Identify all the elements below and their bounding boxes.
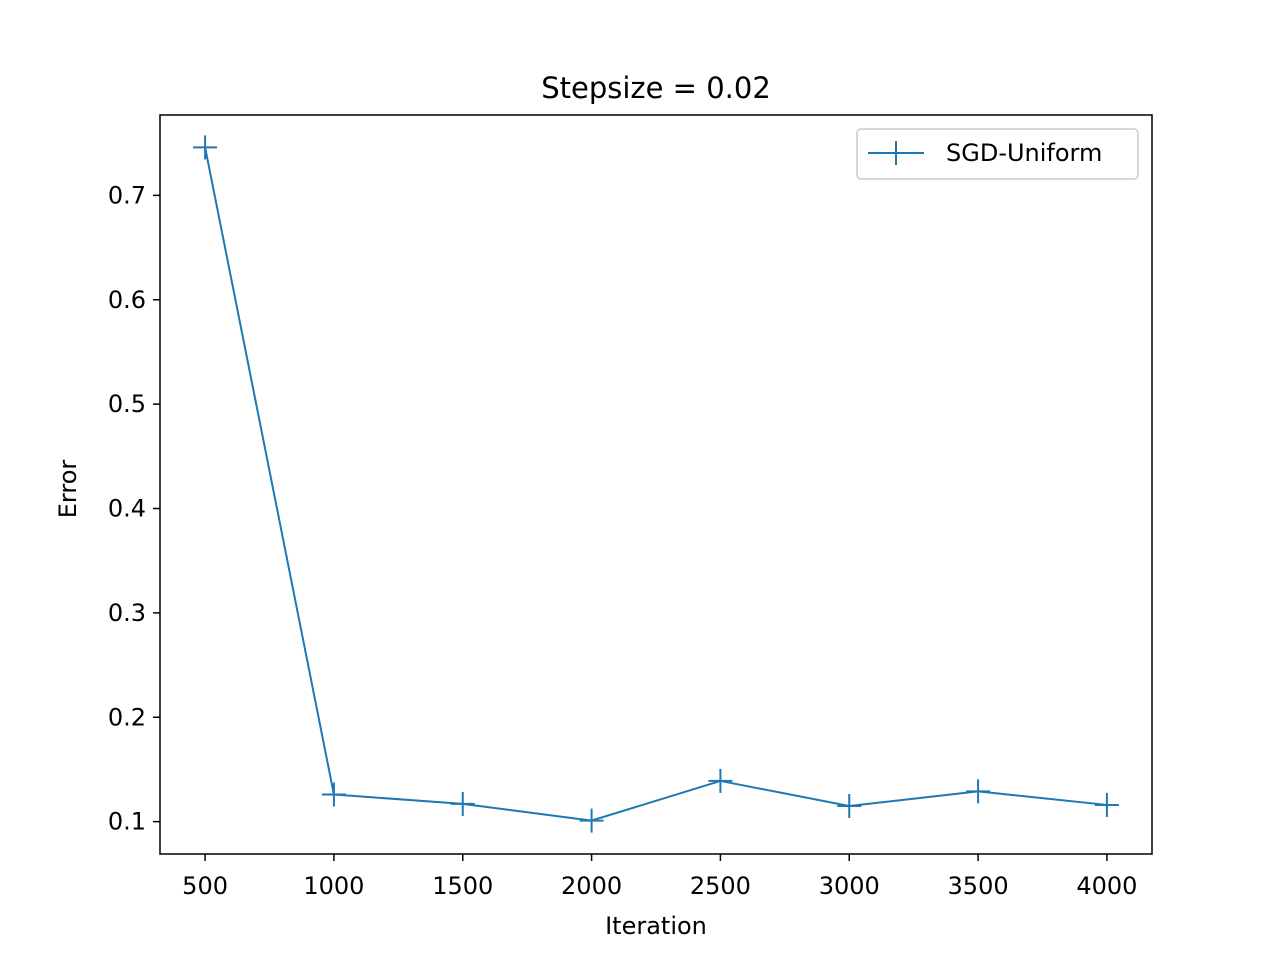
x-tick-label: 3000 (819, 872, 880, 900)
x-tick-label: 1000 (303, 872, 364, 900)
data-point-marker (321, 782, 346, 807)
y-tick-label: 0.4 (108, 495, 146, 523)
y-tick-label: 0.7 (108, 181, 146, 209)
y-tick-label: 0.2 (108, 703, 146, 731)
legend-plus-marker (884, 141, 908, 165)
data-point-marker (966, 779, 991, 804)
x-axis-label: Iteration (605, 912, 707, 940)
x-tick-label: 500 (182, 872, 228, 900)
x-axis-ticks: 500 1000 1500 2000 2500 3000 3500 4000 (182, 854, 1137, 900)
series-layer (193, 135, 1119, 833)
data-point-marker (708, 768, 733, 793)
data-point-marker (1094, 792, 1119, 817)
y-axis-label: Error (54, 460, 82, 519)
legend-label-sgd-uniform: SGD-Uniform (946, 139, 1102, 167)
series-line (204, 147, 1108, 822)
y-tick-label: 0.3 (108, 599, 146, 627)
legend-box (856, 128, 1139, 180)
x-tick-label: 4000 (1076, 872, 1137, 900)
data-point-marker (193, 135, 218, 160)
data-point-marker (837, 793, 862, 818)
x-tick-label: 1500 (432, 872, 493, 900)
y-tick-label: 0.6 (108, 286, 146, 314)
legend: SGD-Uniform (856, 128, 1139, 180)
plot-area-frame (159, 114, 1153, 855)
chart-title: Stepsize = 0.02 (541, 71, 771, 105)
y-tick-label: 0.1 (108, 808, 146, 836)
x-tick-label: 2000 (561, 872, 622, 900)
data-point-marker (579, 808, 604, 833)
x-tick-label: 3500 (948, 872, 1009, 900)
y-axis-ticks: 0.1 0.2 0.3 0.4 0.5 0.6 0.7 (108, 181, 160, 836)
x-tick-label: 2500 (690, 872, 751, 900)
data-point-marker (450, 791, 475, 816)
y-tick-label: 0.5 (108, 390, 146, 418)
